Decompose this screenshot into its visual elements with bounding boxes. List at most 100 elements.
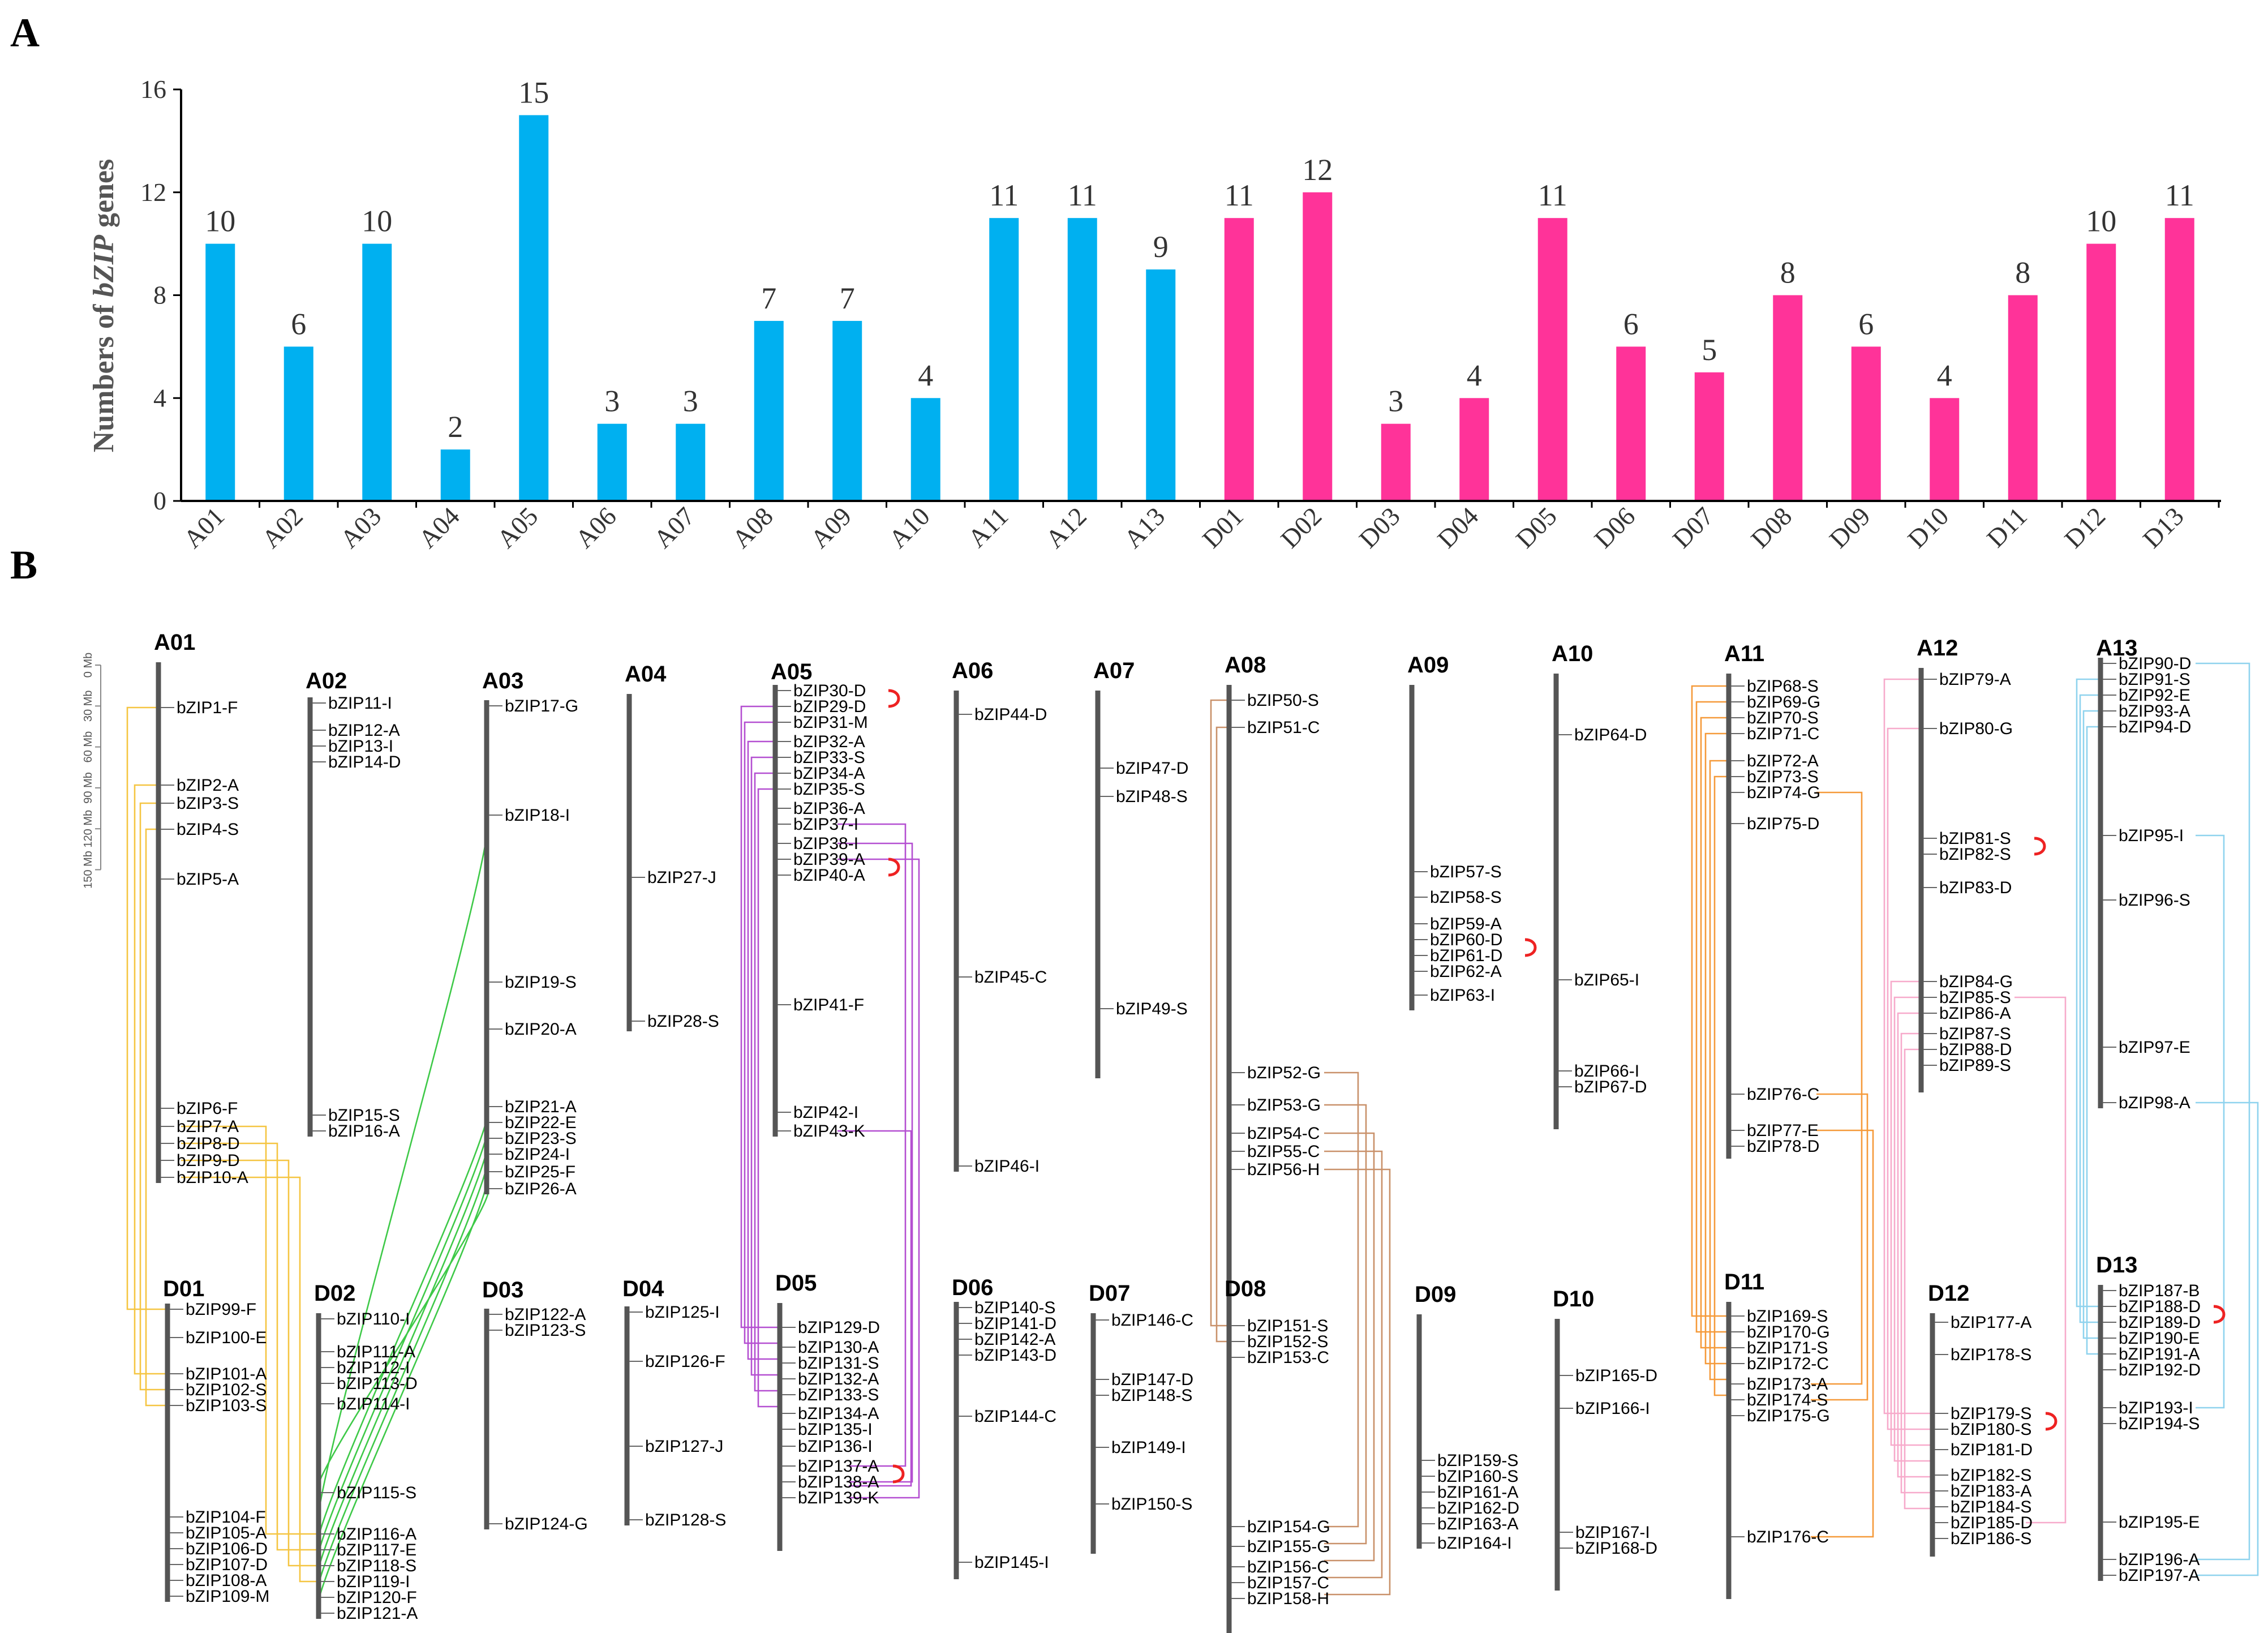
gene-label: bZIP33-S [793,748,865,767]
x-tick-label-d10: D10 [1902,502,1954,554]
gene-label: bZIP86-A [1939,1004,2011,1023]
data-label-d08: 8 [1780,256,1795,290]
segmental-link [316,1137,489,1583]
x-tick-label-a02: A02 [256,502,308,554]
gene-label: bZIP197-A [2119,1566,2200,1585]
data-label-d10: 4 [1937,358,1952,392]
chromosome-label-a13: A13 [2096,636,2137,661]
gene-label: bZIP114-I [337,1395,410,1413]
gene-label: bZIP77-E [1747,1121,1819,1140]
gene-label: bZIP144-C [974,1407,1056,1426]
segmental-link [837,858,920,1499]
gene-label: bZIP178-S [1951,1345,2031,1364]
segmental-link [837,823,907,1467]
bar-d10 [1930,398,1960,501]
gene-label: bZIP72-A [1747,752,1819,770]
y-tick-label: 4 [153,383,166,412]
gene-label: bZIP173-A [1747,1375,1828,1394]
gene-label: bZIP171-S [1747,1339,1828,1357]
gene-label: bZIP84-G [1939,972,2013,991]
chromosome-label-d02: D02 [314,1281,355,1306]
data-label-d05: 11 [1538,178,1567,212]
chromosome-label-d07: D07 [1089,1281,1130,1306]
gene-label: bZIP81-S [1939,829,2011,848]
gene-label: bZIP160-S [1437,1467,1518,1486]
segmental-link [1324,1168,1391,1596]
data-label-a12: 11 [1068,178,1097,212]
gene-label: bZIP126-F [645,1352,725,1371]
data-label-a05: 15 [518,75,549,109]
gene-label: bZIP146-C [1111,1311,1193,1330]
data-label-d09: 6 [1858,307,1874,341]
gene-label: bZIP41-F [793,996,864,1014]
bar-d12 [2086,243,2116,501]
segmental-link [1887,727,1932,1430]
gene-label: bZIP161-A [1437,1483,1518,1502]
gene-label: bZIP70-S [1747,709,1819,727]
gene-label: bZIP15-S [328,1106,400,1125]
bar-a10 [910,398,940,501]
chromosome-label-a03: A03 [482,668,523,693]
gene-label: bZIP62-A [1430,962,1502,981]
gene-label: bZIP58-S [1430,888,1502,907]
gene-label: bZIP50-S [1247,691,1319,710]
gene-label: bZIP105-A [186,1524,267,1542]
gene-label: bZIP83-D [1939,878,2012,897]
segmental-link [757,788,780,1408]
gene-label: bZIP91-S [2119,670,2190,689]
scale-label: 90 Mb [82,772,94,804]
gene-label: bZIP175-G [1747,1407,1830,1425]
data-label-a07: 3 [683,384,698,418]
segmental-link [1324,1071,1359,1528]
duplication-links [126,662,2259,1614]
gene-label: bZIP100-E [186,1328,267,1347]
y-axis-label-prefix: Numbers of [88,297,120,452]
segmental-link [1904,1048,1932,1510]
data-label-d06: 6 [1623,307,1639,341]
gene-label: bZIP115-S [337,1484,416,1502]
gene-label: bZIP43-K [793,1122,865,1141]
gene-label: bZIP104-F [186,1508,266,1527]
bar-d09 [1851,346,1881,501]
bar-a03 [362,243,392,501]
chromosome-label-a11: A11 [1724,641,1764,666]
gene-label: bZIP23-S [505,1129,577,1148]
bar-d05 [1537,218,1567,501]
chromosome-d13: D13bZIP187-BbZIP188-DbZIP189-DbZIP190-Eb… [2096,1253,2201,1585]
gene-label: bZIP158-H [1247,1589,1329,1608]
bar-d11 [2008,295,2038,501]
x-tick-label-d03: D03 [1354,502,1406,554]
data-label-d13: 11 [2165,178,2194,212]
gene-label: bZIP11-I [328,694,392,713]
gene-label: bZIP174-S [1747,1391,1828,1409]
gene-label: bZIP132-A [798,1370,879,1388]
data-label-a03: 10 [362,204,392,238]
y-axis-label-suffix: genes [88,159,120,235]
gene-label: bZIP31-M [793,713,868,732]
data-label-d07: 5 [1702,333,1717,367]
gene-label: bZIP101-A [186,1365,267,1383]
segmental-link [837,1130,912,1487]
gene-label: bZIP73-S [1747,768,1819,786]
gene-label: bZIP94-D [2119,718,2191,736]
gene-label: bZIP183-A [1951,1482,2031,1501]
gene-label: bZIP177-A [1951,1313,2031,1332]
gene-label: bZIP147-D [1111,1370,1193,1389]
y-axis-label: Numbers of bZIP genes [88,159,120,453]
gene-label: bZIP189-D [2119,1313,2201,1332]
gene-label: bZIP39-A [793,850,865,869]
gene-label: bZIP119-I [337,1572,410,1591]
segmental-link [1897,1012,1932,1478]
chromosome-label-d05: D05 [775,1271,817,1296]
gene-label: bZIP78-D [1747,1137,1819,1156]
chromosome-label-a06: A06 [952,658,993,683]
data-label-a04: 2 [448,410,463,444]
segmental-link [2196,662,2250,1561]
chromosome-label-a07: A07 [1093,658,1135,683]
gene-label: bZIP35-S [793,780,865,799]
segmental-link [1695,701,1729,1333]
data-label-d11: 8 [2015,256,2030,290]
segmental-link [134,784,167,1375]
